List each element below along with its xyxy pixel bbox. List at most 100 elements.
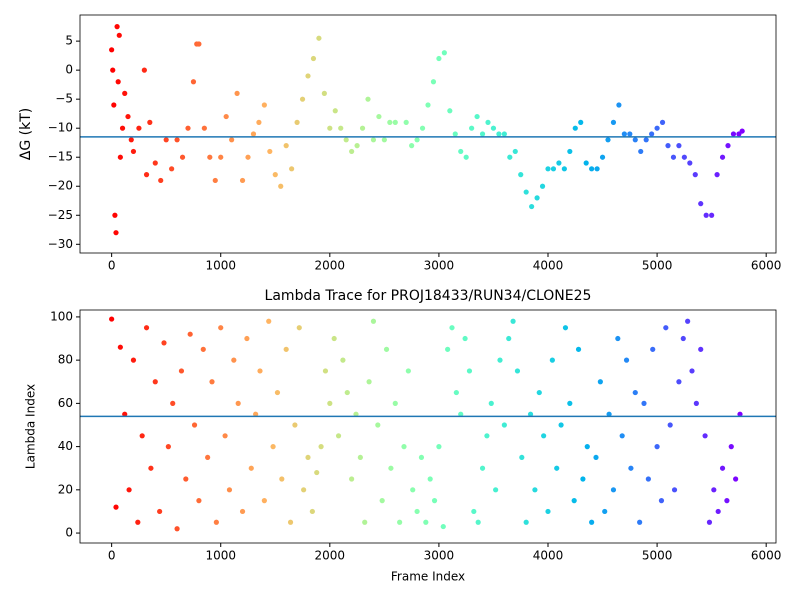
x-tick-label: 4000 [533, 549, 564, 563]
point [512, 148, 518, 155]
x-tick-label: 2000 [315, 549, 346, 563]
point [409, 143, 415, 149]
point [294, 119, 300, 125]
point [261, 498, 267, 504]
point [711, 487, 717, 493]
point [632, 137, 638, 143]
x-tick-label: 3000 [424, 259, 455, 273]
point [436, 444, 442, 450]
point [112, 212, 118, 218]
point [338, 125, 344, 131]
point [641, 400, 647, 406]
y-axis-label: Lambda Index [24, 384, 38, 469]
point [353, 411, 359, 417]
y-tick-label: −10 [48, 121, 73, 135]
point [207, 154, 213, 160]
point [514, 368, 521, 374]
point [501, 131, 507, 137]
point [218, 325, 224, 331]
point [305, 73, 311, 79]
point [623, 357, 630, 363]
point [562, 325, 569, 331]
point [632, 389, 638, 396]
point [316, 35, 322, 41]
point [365, 96, 371, 102]
point [702, 433, 708, 439]
point [510, 318, 516, 324]
point [331, 335, 337, 342]
point [292, 422, 298, 428]
point [256, 119, 262, 125]
point [191, 422, 198, 428]
point [340, 357, 346, 363]
point [597, 379, 603, 385]
point [663, 325, 669, 331]
point [283, 346, 289, 352]
point [425, 102, 431, 108]
point [245, 154, 251, 160]
point [335, 433, 342, 439]
point [234, 90, 240, 96]
point [584, 444, 590, 450]
point [128, 137, 134, 143]
point [314, 469, 320, 476]
point [493, 487, 499, 493]
point [239, 508, 246, 515]
point [484, 433, 490, 439]
point [423, 519, 429, 525]
point [637, 519, 643, 525]
point [549, 357, 555, 363]
point [414, 137, 420, 143]
point [580, 476, 586, 482]
point [226, 487, 233, 493]
y-tick-label: 5 [65, 34, 73, 48]
point [163, 137, 169, 143]
point [109, 316, 115, 322]
point [452, 131, 458, 137]
y-tick-label: −30 [48, 237, 73, 251]
point [610, 487, 617, 493]
point [143, 172, 150, 178]
point [430, 79, 437, 85]
point [610, 119, 617, 125]
point [638, 148, 644, 155]
point [479, 131, 486, 137]
point [654, 444, 660, 450]
point [200, 346, 206, 352]
x-tick-label: 2000 [315, 259, 346, 273]
point [370, 137, 377, 143]
point [725, 143, 731, 149]
point [344, 389, 350, 396]
point [209, 379, 215, 385]
point [667, 422, 673, 428]
point [507, 154, 513, 160]
point [541, 433, 547, 439]
point [190, 79, 197, 85]
point [615, 335, 621, 342]
y-tick-label: 0 [65, 526, 73, 540]
point [485, 119, 491, 125]
point [397, 519, 403, 525]
point [518, 172, 524, 178]
point [158, 177, 164, 184]
point [109, 47, 115, 53]
point [332, 108, 338, 114]
point [436, 55, 442, 62]
point [283, 143, 289, 149]
point [235, 400, 241, 406]
axes-frame [79, 14, 777, 254]
point [267, 148, 273, 155]
x-axis-label: Frame Index [391, 570, 465, 584]
point [534, 195, 540, 201]
point [223, 113, 229, 120]
point [728, 444, 734, 450]
point [730, 131, 737, 137]
point [440, 523, 446, 530]
point [296, 325, 302, 331]
point [501, 422, 507, 428]
point [343, 137, 349, 143]
point [169, 166, 175, 172]
point [161, 340, 167, 346]
point [218, 154, 224, 160]
point [606, 411, 612, 417]
